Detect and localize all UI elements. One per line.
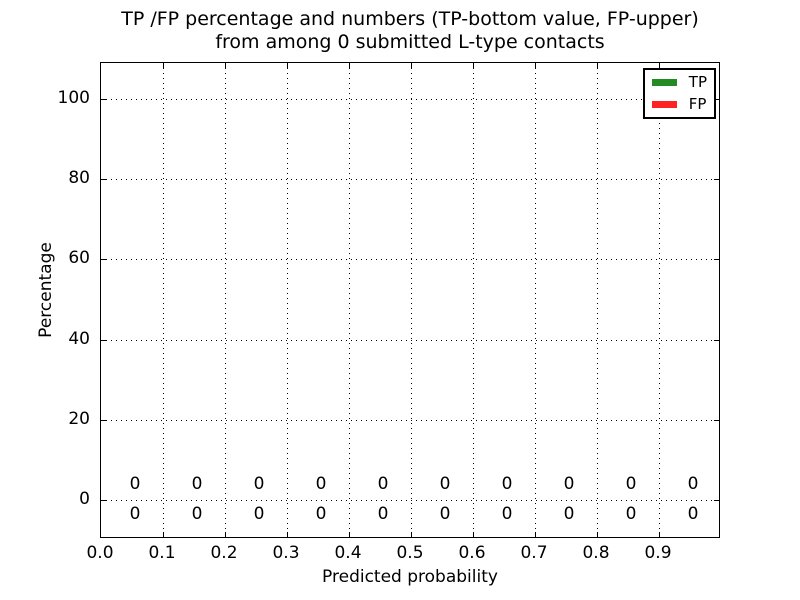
- x-tick-label: 0.3: [272, 543, 300, 563]
- x-tick-mark: [225, 532, 226, 537]
- fp-count-label: 0: [501, 474, 513, 494]
- y-tick-label: 60: [68, 248, 90, 268]
- tp-count-label: 0: [129, 504, 141, 524]
- fp-count-label: 0: [315, 474, 327, 494]
- x-tick-mark: [659, 532, 660, 537]
- legend-label-tp: TP: [688, 73, 707, 91]
- legend: TP FP: [642, 68, 716, 119]
- fp-count-label: 0: [377, 474, 389, 494]
- x-tick-mark: [287, 532, 288, 537]
- gridline-v: [597, 63, 598, 537]
- chart-title-line2: from among 0 submitted L-type contacts: [215, 31, 605, 53]
- tp-count-label: 0: [377, 504, 389, 524]
- x-tick-mark: [163, 532, 164, 537]
- fp-count-label: 0: [129, 474, 141, 494]
- x-tick-mark-top: [225, 63, 226, 68]
- gridline-v: [225, 63, 226, 537]
- x-tick-label: 0.5: [396, 543, 424, 563]
- y-tick-mark: [101, 420, 106, 421]
- tp-count-label: 0: [501, 504, 513, 524]
- x-tick-label: 0.1: [148, 543, 176, 563]
- y-tick-mark: [101, 259, 106, 260]
- y-tick-label: 20: [68, 409, 90, 429]
- gridline-v: [287, 63, 288, 537]
- x-tick-mark: [473, 532, 474, 537]
- tp-count-label: 0: [439, 504, 451, 524]
- y-tick-mark: [101, 179, 106, 180]
- y-tick-label: 80: [68, 168, 90, 188]
- x-tick-label: 0.0: [86, 543, 114, 563]
- y-tick-mark: [101, 500, 106, 501]
- x-tick-label: 0.9: [644, 543, 672, 563]
- gridline-v: [473, 63, 474, 537]
- tp-count-label: 0: [191, 504, 203, 524]
- fp-count-label: 0: [563, 474, 575, 494]
- gridline-v: [535, 63, 536, 537]
- plot-area: 0 0 0 0 0 0 0 0 0 0 0 0 0 0 0 0 0 0 0 0 …: [100, 62, 720, 538]
- x-tick-mark-top: [473, 63, 474, 68]
- x-tick-label: 0.8: [582, 543, 610, 563]
- x-tick-mark-top: [535, 63, 536, 68]
- gridline-h: [101, 500, 719, 501]
- y-tick-mark-right: [714, 340, 719, 341]
- legend-entry-tp: TP: [651, 73, 707, 92]
- fp-swatch-icon: [651, 101, 677, 108]
- x-tick-mark: [411, 532, 412, 537]
- y-tick-label: 100: [57, 88, 90, 108]
- x-tick-mark-top: [287, 63, 288, 68]
- x-tick-label: 0.2: [210, 543, 238, 563]
- y-tick-mark: [101, 99, 106, 100]
- x-tick-label: 0.6: [458, 543, 486, 563]
- fp-count-label: 0: [191, 474, 203, 494]
- gridline-h: [101, 259, 719, 260]
- gridline-h: [101, 420, 719, 421]
- gridline-h: [101, 340, 719, 341]
- tp-count-label: 0: [315, 504, 327, 524]
- gridline-v: [349, 63, 350, 537]
- gridline-h: [101, 99, 719, 100]
- x-tick-mark: [349, 532, 350, 537]
- y-tick-label: 0: [79, 489, 90, 509]
- fp-count-label: 0: [625, 474, 637, 494]
- gridline-h: [101, 179, 719, 180]
- x-tick-mark-top: [597, 63, 598, 68]
- gridline-v: [163, 63, 164, 537]
- fp-count-label: 0: [439, 474, 451, 494]
- y-tick-label: 40: [68, 329, 90, 349]
- x-tick-label: 0.7: [520, 543, 548, 563]
- gridline-v: [411, 63, 412, 537]
- tp-count-label: 0: [687, 504, 699, 524]
- fp-count-label: 0: [253, 474, 265, 494]
- y-tick-mark-right: [714, 179, 719, 180]
- gridline-v: [659, 63, 660, 537]
- y-tick-mark-right: [714, 99, 719, 100]
- legend-entry-fp: FP: [651, 95, 707, 114]
- x-tick-mark-top: [163, 63, 164, 68]
- chart-title: TP /FP percentage and numbers (TP-bottom…: [121, 8, 699, 54]
- y-tick-mark-right: [714, 420, 719, 421]
- x-axis-label: Predicted probability: [322, 567, 498, 587]
- chart-title-line1: TP /FP percentage and numbers (TP-bottom…: [121, 8, 699, 30]
- tp-count-label: 0: [253, 504, 265, 524]
- x-tick-label: 0.4: [334, 543, 362, 563]
- y-tick-mark-right: [714, 500, 719, 501]
- tp-swatch-icon: [651, 79, 677, 86]
- tp-count-label: 0: [563, 504, 575, 524]
- x-tick-mark-top: [411, 63, 412, 68]
- y-tick-mark: [101, 340, 106, 341]
- y-tick-mark-right: [714, 259, 719, 260]
- x-tick-mark-top: [659, 63, 660, 68]
- x-tick-mark-top: [349, 63, 350, 68]
- x-tick-mark: [535, 532, 536, 537]
- tp-count-label: 0: [625, 504, 637, 524]
- x-tick-mark: [597, 532, 598, 537]
- fp-count-label: 0: [687, 474, 699, 494]
- legend-label-fp: FP: [688, 95, 707, 113]
